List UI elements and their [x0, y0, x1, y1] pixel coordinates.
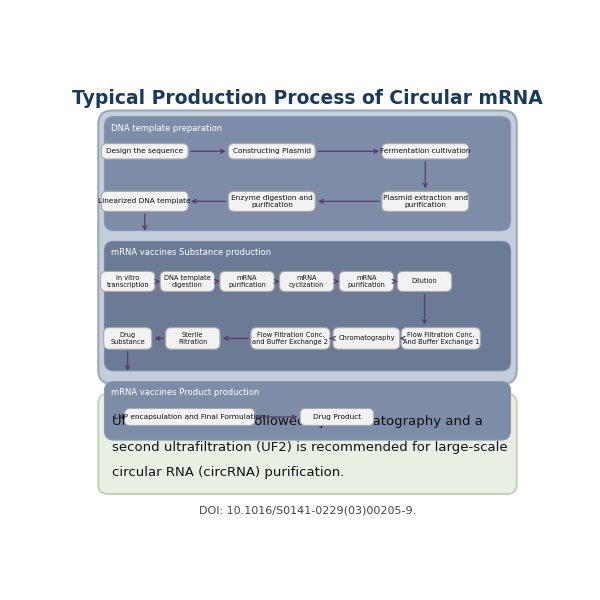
FancyBboxPatch shape — [220, 271, 274, 292]
FancyBboxPatch shape — [104, 382, 511, 440]
FancyBboxPatch shape — [397, 271, 452, 292]
FancyBboxPatch shape — [229, 191, 315, 211]
FancyBboxPatch shape — [104, 241, 511, 371]
Text: Flow Filtration Conc.
And Buffer Exchange 1: Flow Filtration Conc. And Buffer Exchang… — [403, 332, 479, 345]
Text: Sterile
Filtration: Sterile Filtration — [178, 332, 208, 345]
FancyBboxPatch shape — [339, 271, 394, 292]
FancyBboxPatch shape — [104, 116, 511, 230]
Text: Typical Production Process of Circular mRNA: Typical Production Process of Circular m… — [72, 89, 543, 108]
FancyBboxPatch shape — [166, 328, 220, 349]
FancyBboxPatch shape — [300, 409, 374, 425]
Text: second ultrafiltration (UF2) is recommended for large-scale: second ultrafiltration (UF2) is recommen… — [112, 441, 508, 454]
FancyBboxPatch shape — [280, 271, 334, 292]
FancyBboxPatch shape — [382, 191, 469, 211]
Text: Linearized DNA template: Linearized DNA template — [98, 199, 191, 205]
Text: Drug Product: Drug Product — [313, 414, 361, 420]
FancyBboxPatch shape — [251, 328, 330, 349]
FancyBboxPatch shape — [101, 271, 155, 292]
Text: mRNA
purification: mRNA purification — [228, 275, 266, 288]
Text: Enzyme digestion and
purification: Enzyme digestion and purification — [231, 195, 313, 208]
Text: circular RNA (circRNA) purification.: circular RNA (circRNA) purification. — [112, 466, 344, 479]
FancyBboxPatch shape — [229, 143, 315, 159]
Text: LNP encapsulation and Final Formulation: LNP encapsulation and Final Formulation — [115, 414, 265, 420]
FancyBboxPatch shape — [125, 409, 255, 425]
FancyBboxPatch shape — [333, 328, 400, 349]
FancyBboxPatch shape — [101, 191, 188, 211]
FancyBboxPatch shape — [160, 271, 215, 292]
Text: Drug
Substance: Drug Substance — [110, 332, 145, 345]
Text: Design the sequence: Design the sequence — [106, 148, 184, 154]
Text: mRNA
cyclization: mRNA cyclization — [289, 275, 325, 288]
Text: Flow Filtration Conc.
and Buffer Exchange 2: Flow Filtration Conc. and Buffer Exchang… — [253, 332, 328, 345]
Text: Ultrafiltration (UF1), followed by chromatography and a: Ultrafiltration (UF1), followed by chrom… — [112, 415, 483, 428]
FancyBboxPatch shape — [104, 328, 152, 349]
Text: mRNA
purification: mRNA purification — [347, 275, 385, 288]
Text: DNA template preparation: DNA template preparation — [110, 124, 222, 133]
FancyBboxPatch shape — [101, 143, 188, 159]
Text: Chromatography: Chromatography — [338, 335, 395, 341]
FancyBboxPatch shape — [401, 328, 481, 349]
Text: DOI: 10.1016/S0141-0229(03)00205-9.: DOI: 10.1016/S0141-0229(03)00205-9. — [199, 506, 416, 515]
Text: DNA template
digestion: DNA template digestion — [164, 275, 211, 288]
Text: mRNA vaccines Product production: mRNA vaccines Product production — [110, 388, 259, 397]
FancyBboxPatch shape — [98, 394, 517, 494]
Text: In vitro
transcription: In vitro transcription — [106, 275, 149, 288]
FancyBboxPatch shape — [98, 110, 517, 384]
Text: Plasmid extraction and
purification: Plasmid extraction and purification — [383, 195, 468, 208]
Text: Constructing Plasmid: Constructing Plasmid — [233, 148, 311, 154]
Text: Dilution: Dilution — [412, 278, 437, 284]
Text: mRNA vaccines Substance production: mRNA vaccines Substance production — [110, 248, 271, 257]
Text: Fermentation cultivation: Fermentation cultivation — [380, 148, 470, 154]
FancyBboxPatch shape — [382, 143, 469, 159]
